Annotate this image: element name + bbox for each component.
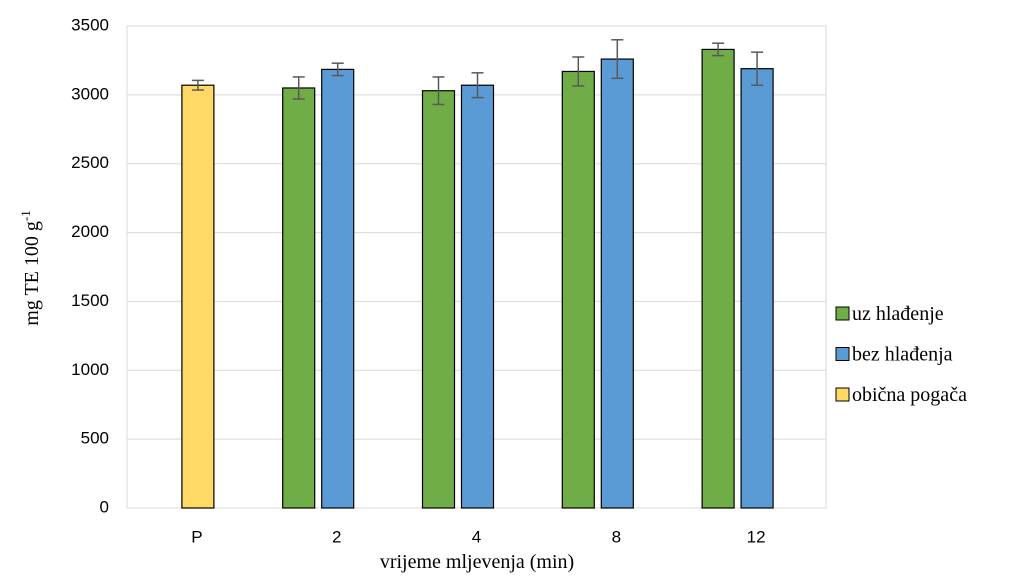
bar <box>181 84 215 509</box>
bar <box>421 90 456 509</box>
error-bar <box>432 76 445 106</box>
y-tick-label: 0 <box>100 497 109 516</box>
legend-swatch <box>835 347 850 361</box>
error-bar <box>712 42 725 57</box>
bar <box>740 68 774 509</box>
bar <box>600 58 634 509</box>
x-tick-label: P <box>191 527 202 546</box>
bar <box>561 70 595 509</box>
y-tick-label: 2000 <box>71 222 109 241</box>
legend-label: uz hlađenje <box>852 303 944 325</box>
error-bar <box>471 72 484 99</box>
y-tick-label: 1500 <box>71 291 109 310</box>
y-axis-title: mg TE 100 g-1 <box>18 210 43 325</box>
error-bar <box>751 51 764 86</box>
y-axis-title-main: mg TE 100 g <box>21 221 43 326</box>
error-bar <box>292 76 305 100</box>
error-bar <box>572 56 585 87</box>
bar <box>282 87 316 509</box>
y-tick-label: 500 <box>81 429 109 448</box>
legend-swatch <box>835 306 850 321</box>
legend-swatch <box>835 387 850 402</box>
bar <box>701 48 735 509</box>
error-bar <box>611 39 624 80</box>
error-bar <box>331 62 344 77</box>
bar <box>460 84 495 509</box>
y-tick-label: 3500 <box>71 15 109 34</box>
y-tick-label: 3000 <box>71 84 109 103</box>
legend-label: obična pogača <box>852 384 967 406</box>
x-tick-label: 12 <box>747 527 766 546</box>
y-tick-label: 2500 <box>71 153 109 172</box>
x-tick-label: 2 <box>332 527 341 546</box>
legend-label: bez hlađenja <box>852 344 953 366</box>
y-axis-title-sup: -1 <box>18 210 33 221</box>
x-tick-label: 4 <box>472 527 481 546</box>
error-bar <box>191 79 204 91</box>
x-axis-title: vrijeme mljevenja (min) <box>380 551 574 573</box>
x-tick-label: 8 <box>612 527 621 546</box>
y-tick-label: 1000 <box>71 360 109 379</box>
bar <box>321 68 355 509</box>
